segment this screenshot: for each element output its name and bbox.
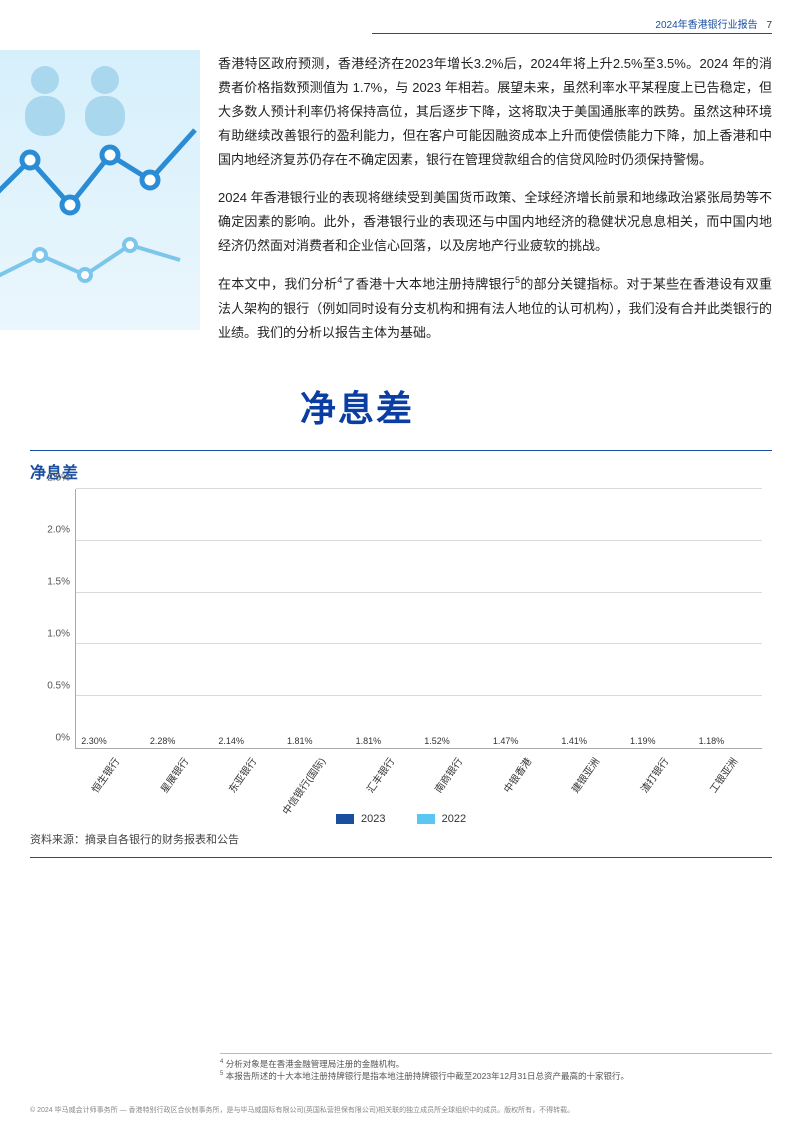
bar-value-label: 1.52% <box>424 736 450 746</box>
bar-value-label: 2.28% <box>150 736 176 746</box>
legend-swatch-2022 <box>417 814 435 824</box>
x-category-label: 建银亚洲 <box>568 754 603 795</box>
y-axis: 0%0.5%1.0%1.5%2.0%2.5% <box>30 489 70 749</box>
nim-chart-box: 净息差 0%0.5%1.0%1.5%2.0%2.5% 2.30%恒生银行2.28… <box>30 450 772 858</box>
x-category-label: 星展银行 <box>156 754 191 795</box>
page-header: 2024年香港银行业报告 7 <box>372 16 772 34</box>
gridline <box>76 488 762 489</box>
x-category-label: 恒生银行 <box>87 754 122 795</box>
bar-value-label: 1.41% <box>561 736 587 746</box>
legend-swatch-2023 <box>336 814 354 824</box>
x-category-label: 汇丰银行 <box>362 754 397 795</box>
y-tick: 0% <box>30 733 70 744</box>
hero-illustration <box>0 50 200 330</box>
legend-item-2022: 2022 <box>417 813 467 825</box>
x-category-label: 南商银行 <box>430 754 465 795</box>
bar-value-label: 1.18% <box>699 736 725 746</box>
chart-source: 资料来源：摘录自各银行的财务报表和公告 <box>30 831 772 847</box>
x-category-label: 中银香港 <box>499 754 534 795</box>
paragraph-2: 2024 年香港银行业的表现将继续受到美国货币政策、全球经济增长前景和地缘政治紧… <box>218 186 772 258</box>
x-category-label: 渣打银行 <box>636 754 671 795</box>
chart-area: 0%0.5%1.0%1.5%2.0%2.5% 2.30%恒生银行2.28%星展银… <box>30 489 772 809</box>
footnotes: 4 分析对象是在香港金融管理局注册的金融机构。 5 本报告所述的十大本地注册持牌… <box>220 1053 772 1084</box>
doc-title: 2024年香港银行业报告 <box>655 20 757 31</box>
body-text: 香港特区政府预测，香港经济在2023年增长3.2%后，2024年将上升2.5%至… <box>218 52 772 359</box>
chart-legend: 2023 2022 <box>30 813 772 825</box>
section-title: 净息差 <box>300 380 414 432</box>
copyright: © 2024 毕马威会计师事务所 — 香港特别行政区合伙制事务所，是与毕马威国际… <box>30 1106 772 1115</box>
bar-value-label: 2.14% <box>218 736 244 746</box>
footnote-4: 4 分析对象是在香港金融管理局注册的金融机构。 <box>220 1058 772 1071</box>
footnote-5: 5 本报告所述的十大本地注册持牌银行是指本地注册持牌银行中截至2023年12月3… <box>220 1070 772 1083</box>
paragraph-1: 香港特区政府预测，香港经济在2023年增长3.2%后，2024年将上升2.5%至… <box>218 52 772 172</box>
bar-value-label: 1.47% <box>493 736 519 746</box>
paragraph-3: 在本文中，我们分析4了香港十大本地注册持牌银行5的部分关键指标。对于某些在香港设… <box>218 272 772 344</box>
y-tick: 1.0% <box>30 629 70 640</box>
page-number: 7 <box>766 20 772 31</box>
legend-item-2023: 2023 <box>336 813 386 825</box>
y-tick: 2.0% <box>30 525 70 536</box>
y-tick: 0.5% <box>30 681 70 692</box>
bar-value-label: 1.19% <box>630 736 656 746</box>
bar-value-label: 1.81% <box>356 736 382 746</box>
gridline <box>76 540 762 541</box>
chart-title: 净息差 <box>30 459 772 483</box>
gridline <box>76 592 762 593</box>
gridline <box>76 643 762 644</box>
gridline <box>76 695 762 696</box>
x-category-label: 中信银行(国际) <box>278 754 329 817</box>
chart-plot: 2.30%恒生银行2.28%星展银行2.14%东亚银行1.81%中信银行(国际)… <box>75 489 762 749</box>
x-category-label: 工银亚洲 <box>705 754 740 795</box>
y-tick: 2.5% <box>30 473 70 484</box>
y-tick: 1.5% <box>30 577 70 588</box>
bar-value-label: 1.81% <box>287 736 313 746</box>
bar-value-label: 2.30% <box>81 736 107 746</box>
x-category-label: 东亚银行 <box>225 754 260 795</box>
